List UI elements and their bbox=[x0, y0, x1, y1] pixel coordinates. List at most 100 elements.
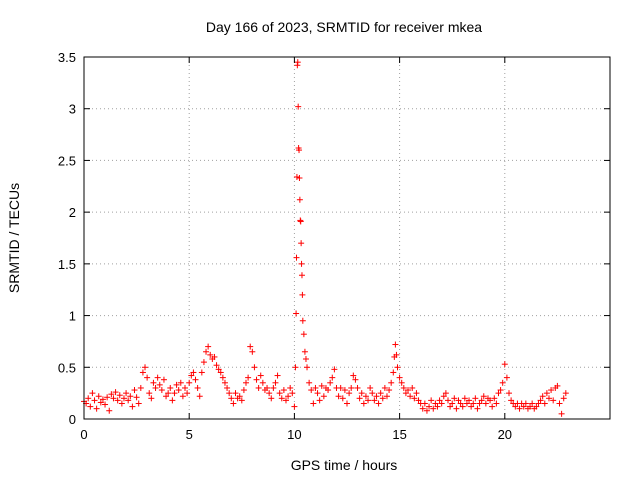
data-point bbox=[219, 374, 226, 381]
data-point bbox=[398, 379, 405, 386]
data-point bbox=[301, 348, 308, 355]
data-point bbox=[365, 397, 372, 404]
data-point bbox=[148, 395, 155, 402]
data-point bbox=[468, 403, 475, 410]
axis-ticks bbox=[83, 56, 610, 420]
data-point bbox=[409, 384, 416, 391]
data-point bbox=[463, 400, 470, 407]
x-tick-label: 5 bbox=[186, 427, 193, 442]
data-point bbox=[377, 390, 384, 397]
data-point bbox=[350, 372, 357, 379]
data-point bbox=[522, 400, 529, 407]
data-point bbox=[97, 399, 104, 406]
data-point bbox=[123, 390, 130, 397]
data-point bbox=[156, 381, 163, 388]
data-point bbox=[318, 382, 325, 389]
data-point bbox=[228, 395, 235, 402]
x-tick-labels: 0 5 10 15 20 bbox=[80, 427, 512, 442]
data-point bbox=[419, 405, 426, 412]
data-point bbox=[558, 410, 565, 417]
data-point bbox=[158, 387, 165, 394]
data-point bbox=[339, 395, 346, 402]
data-point bbox=[190, 369, 197, 376]
data-point bbox=[331, 366, 338, 373]
chart-title: Day 166 of 2023, SRMTID for receiver mke… bbox=[206, 19, 482, 35]
data-point bbox=[299, 317, 306, 324]
data-point bbox=[268, 395, 275, 402]
data-point bbox=[142, 364, 149, 371]
data-point bbox=[294, 59, 301, 66]
data-point bbox=[203, 348, 210, 355]
data-point bbox=[341, 387, 348, 394]
data-point bbox=[428, 397, 435, 404]
data-point bbox=[198, 369, 205, 376]
data-point bbox=[512, 403, 519, 410]
y-tick-label: 1 bbox=[69, 309, 76, 324]
data-point bbox=[442, 390, 449, 397]
data-point bbox=[274, 372, 281, 379]
data-point bbox=[240, 387, 247, 394]
y-tick-label: 0 bbox=[69, 412, 76, 427]
data-point bbox=[165, 390, 172, 397]
data-point bbox=[200, 359, 207, 366]
data-point bbox=[245, 374, 252, 381]
data-point bbox=[118, 400, 125, 407]
data-point bbox=[432, 400, 439, 407]
data-point bbox=[292, 364, 299, 371]
data-point bbox=[259, 379, 266, 386]
data-point bbox=[529, 400, 536, 407]
data-point bbox=[535, 400, 542, 407]
data-point bbox=[102, 401, 109, 408]
data-point bbox=[327, 379, 334, 386]
data-point bbox=[394, 364, 401, 371]
data-point bbox=[257, 372, 264, 379]
data-point bbox=[211, 353, 218, 360]
data-point bbox=[556, 400, 563, 407]
data-point bbox=[386, 387, 393, 394]
data-point bbox=[177, 379, 184, 386]
data-point bbox=[110, 395, 117, 402]
data-point bbox=[474, 405, 481, 412]
data-point bbox=[480, 393, 487, 400]
data-point bbox=[296, 196, 303, 203]
data-point bbox=[466, 397, 473, 404]
data-point bbox=[116, 392, 123, 399]
data-point bbox=[453, 405, 460, 412]
data-point bbox=[296, 175, 303, 182]
data-point bbox=[171, 390, 178, 397]
data-point bbox=[293, 310, 300, 317]
data-point bbox=[106, 407, 113, 414]
data-point bbox=[276, 390, 283, 397]
data-point bbox=[438, 400, 445, 407]
data-point bbox=[358, 390, 365, 397]
data-point bbox=[413, 390, 420, 397]
data-point bbox=[205, 343, 212, 350]
data-point bbox=[93, 405, 100, 412]
data-point bbox=[393, 351, 400, 358]
data-point bbox=[320, 393, 327, 400]
data-point bbox=[175, 387, 182, 394]
data-point bbox=[371, 397, 378, 404]
data-point bbox=[478, 397, 485, 404]
data-point bbox=[497, 387, 504, 394]
data-point bbox=[375, 400, 382, 407]
data-point bbox=[411, 395, 418, 402]
data-point bbox=[541, 400, 548, 407]
data-point bbox=[306, 379, 313, 386]
data-point bbox=[489, 403, 496, 410]
data-point bbox=[296, 147, 303, 154]
data-point bbox=[264, 384, 271, 391]
data-point bbox=[215, 366, 222, 373]
data-point bbox=[314, 390, 321, 397]
data-point bbox=[108, 391, 115, 398]
data-point bbox=[472, 395, 479, 402]
data-point bbox=[154, 374, 161, 381]
data-point bbox=[217, 369, 224, 376]
data-point bbox=[461, 395, 468, 402]
x-tick-label: 10 bbox=[287, 427, 301, 442]
data-point bbox=[173, 381, 180, 388]
data-point bbox=[287, 384, 294, 391]
data-point bbox=[95, 393, 102, 400]
data-point bbox=[388, 379, 395, 386]
data-point bbox=[104, 394, 111, 401]
